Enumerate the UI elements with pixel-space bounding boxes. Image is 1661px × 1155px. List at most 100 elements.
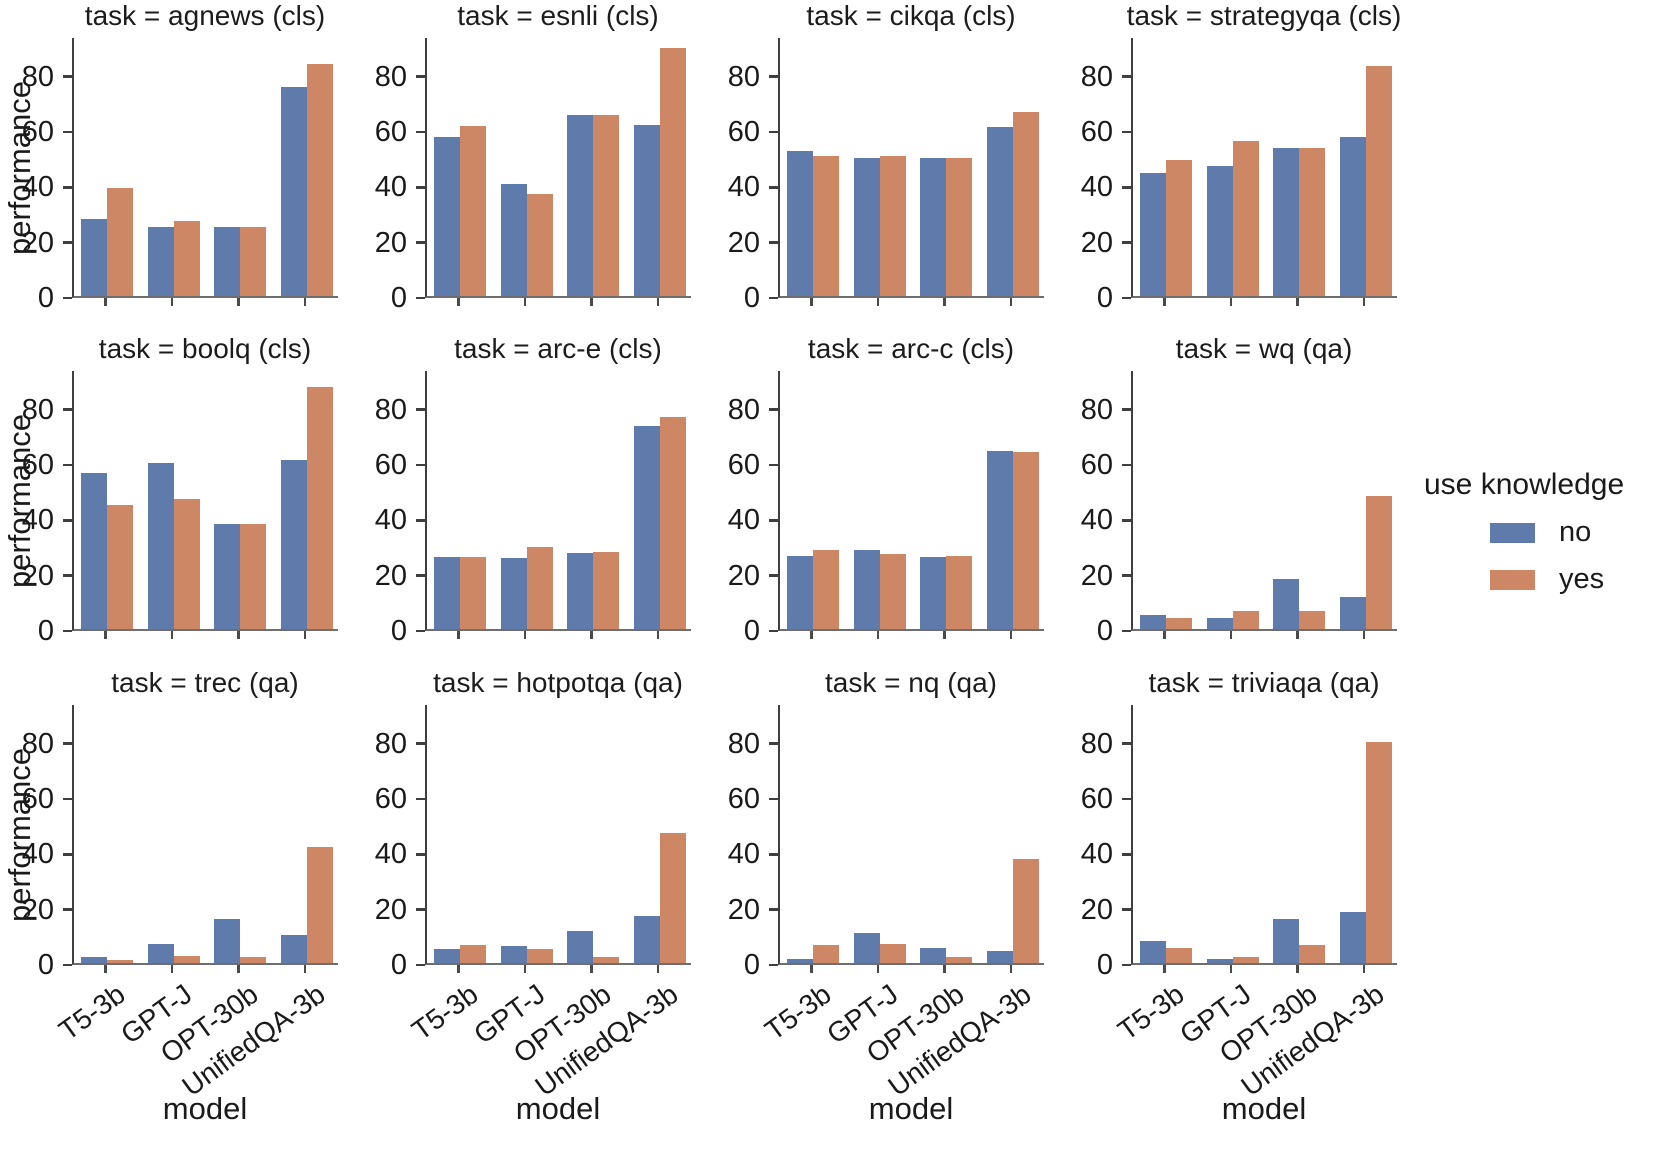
x-tick-mark	[1229, 965, 1232, 973]
facet-agnews-cls: task = agnews (cls) 0 20 40 60 80 performance	[0, 0, 353, 488]
bar-T5-3b-no	[787, 150, 814, 296]
y-tick-mark	[63, 408, 72, 411]
y-tick-label: 60	[21, 449, 54, 482]
bar-T5-3b-yes	[1166, 160, 1193, 296]
y-tick-label: 60	[374, 449, 407, 482]
x-tick-mark	[237, 298, 240, 306]
bar-UnifiedQA-3b-yes	[1012, 859, 1039, 963]
bar-GPT-J-yes	[173, 956, 200, 963]
facet-plot	[778, 38, 1044, 298]
y-tick-mark	[63, 574, 72, 577]
y-tick-label: 0	[37, 615, 54, 647]
y-tick-label: 20	[374, 559, 407, 592]
y-tick-mark	[1122, 241, 1131, 244]
y-tick-label: 80	[374, 60, 407, 93]
x-tick-mark	[170, 298, 173, 306]
y-tick-mark	[63, 908, 72, 911]
bar-GPT-J-no	[500, 183, 527, 296]
y-tick-mark	[1122, 296, 1131, 300]
y-tick-mark	[769, 519, 778, 522]
y-tick-label: 40	[21, 504, 54, 537]
y-tick-mark	[416, 408, 425, 411]
bar-OPT-30b-yes	[240, 957, 267, 963]
bar-OPT-30b-yes	[240, 523, 267, 629]
y-tick-label: 0	[37, 282, 54, 314]
y-tick-mark	[416, 963, 425, 967]
bar-T5-3b-no	[81, 218, 108, 296]
bar-UnifiedQA-3b-no	[280, 87, 307, 296]
facet-plot	[778, 705, 1044, 965]
x-tick-mark	[1362, 298, 1365, 306]
bar-T5-3b-no	[787, 555, 814, 629]
y-tick-label: 40	[21, 838, 54, 871]
y-tick-label: 20	[1080, 559, 1113, 592]
bar-OPT-30b-no	[567, 114, 594, 296]
y-axis-label: performance	[2, 747, 37, 923]
x-tick-mark	[590, 965, 593, 973]
x-tick-mark	[876, 965, 879, 973]
x-tick-mark	[457, 298, 460, 306]
legend-item-yes: yes	[1490, 563, 1624, 596]
y-tick-label: 80	[1080, 393, 1113, 426]
y-tick-mark	[769, 797, 778, 801]
y-tick-label: 40	[727, 838, 760, 871]
bar-OPT-30b-yes	[1299, 148, 1326, 296]
facet-boolq-cls: task = boolq (cls) 0 20 40 60 80 performance	[0, 333, 353, 821]
y-tick-mark	[416, 519, 425, 522]
y-tick-label: 40	[374, 504, 407, 537]
x-tick-mark	[876, 631, 879, 639]
x-tick-mark	[1009, 631, 1012, 639]
facet-strategyqa-cls: task = strategyqa (cls) 0 20 40 60 80	[1059, 0, 1412, 488]
bar-OPT-30b-no	[1273, 579, 1300, 629]
legend-swatch-no	[1490, 522, 1535, 543]
y-tick-label: 80	[374, 727, 407, 760]
y-tick-mark	[1122, 463, 1131, 467]
y-tick-label: 80	[727, 60, 760, 93]
y-tick-mark	[63, 296, 72, 300]
bar-GPT-J-yes	[1232, 141, 1259, 296]
y-tick-label: 20	[21, 559, 54, 592]
y-tick-label: 0	[1096, 282, 1113, 314]
facet-title: task = triviaqa (qa)	[1148, 667, 1380, 698]
x-tick-mark	[1296, 965, 1299, 973]
bar-UnifiedQA-3b-yes	[306, 846, 333, 963]
facet-hotpotqa-qa: task = hotpotqa (qa) 0 20 40 60 80 T5-3b GPT-J O…	[353, 667, 706, 1155]
y-tick-mark	[769, 130, 778, 134]
bar-T5-3b-no	[1140, 615, 1167, 629]
y-tick-label: 80	[1080, 60, 1113, 93]
x-tick-mark	[943, 298, 946, 306]
facet-plot	[72, 38, 338, 298]
facet-plot	[425, 371, 691, 631]
x-axis-label: model	[515, 1091, 601, 1126]
bar-T5-3b-yes	[813, 550, 840, 629]
y-tick-mark	[769, 574, 778, 577]
bar-GPT-J-yes	[526, 193, 553, 296]
bar-GPT-J-no	[500, 558, 527, 629]
y-tick-mark	[63, 629, 72, 633]
x-tick-mark	[943, 965, 946, 973]
facet-title: task = agnews (cls)	[84, 0, 326, 31]
y-tick-mark	[63, 797, 72, 801]
bar-T5-3b-no	[434, 949, 461, 963]
y-tick-mark	[63, 130, 72, 134]
y-tick-label: 0	[743, 615, 760, 647]
y-tick-mark	[769, 742, 778, 745]
facet-title: task = esnli (cls)	[457, 0, 659, 31]
y-tick-label: 0	[1096, 615, 1113, 647]
y-tick-label: 0	[390, 282, 407, 314]
y-tick-label: 20	[374, 226, 407, 259]
x-tick-mark	[590, 298, 593, 306]
bar-GPT-J-yes	[1232, 611, 1259, 629]
x-tick-mark	[810, 631, 813, 639]
y-tick-mark	[63, 241, 72, 244]
y-tick-mark	[63, 186, 72, 189]
facet-arc-e-cls: task = arc-e (cls) 0 20 40 60 80	[353, 333, 706, 821]
bar-GPT-J-yes	[1232, 957, 1259, 963]
x-tick-mark	[1296, 631, 1299, 639]
bar-GPT-J-yes	[879, 156, 906, 296]
bar-UnifiedQA-3b-yes	[659, 48, 686, 296]
y-tick-mark	[769, 241, 778, 244]
y-tick-label: 60	[727, 116, 760, 149]
x-tick-mark	[303, 965, 306, 973]
